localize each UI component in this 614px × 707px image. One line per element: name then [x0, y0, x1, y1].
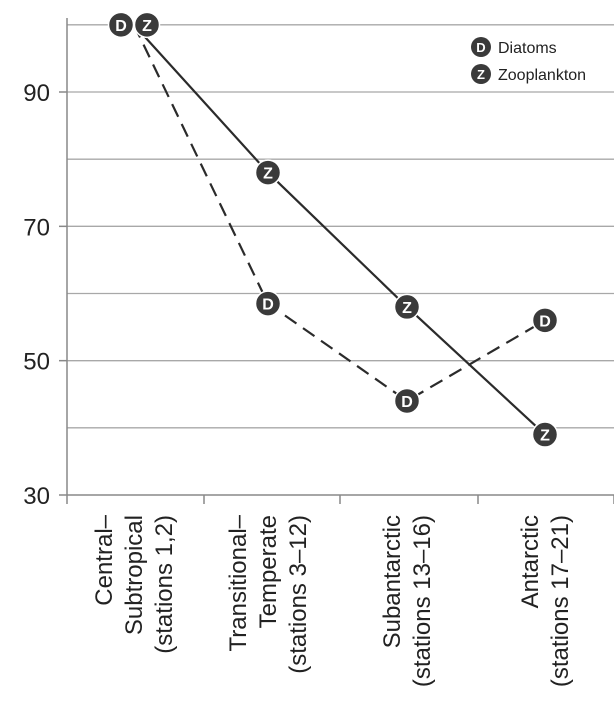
data-point-letter: D: [115, 18, 127, 35]
data-point-letter: D: [401, 394, 413, 411]
data-point-letter: D: [262, 297, 274, 314]
x-tick-label-line: (stations 13–16): [409, 515, 436, 687]
x-tick-label-line: (stations 1,2): [151, 515, 178, 654]
data-point-zooplankton: Z: [531, 421, 559, 448]
legend-item-diatoms: D Diatoms: [471, 37, 557, 57]
data-point-marker: [107, 11, 135, 39]
data-point-diatoms: D: [107, 11, 135, 39]
x-tick-label: Antarctic (stations 17–21): [517, 515, 574, 687]
x-tick-label: Transitional– Temperate (stations 3–12): [225, 514, 312, 673]
x-tick-label-line: Central–: [91, 514, 118, 605]
x-tick-label: Subantarctic (stations 13–16): [379, 515, 436, 687]
data-point-letter: D: [539, 313, 551, 330]
data-point-marker: [531, 421, 559, 448]
x-tick-label-line: Transitional–: [225, 514, 252, 651]
y-tick-label: 90: [23, 80, 50, 107]
data-point-marker: [393, 293, 421, 321]
data-point-marker: [531, 307, 559, 334]
series-line-zooplankton: [133, 24, 546, 436]
legend-label: Diatoms: [498, 40, 557, 57]
legend-marker: [471, 64, 491, 84]
data-point-marker: [393, 387, 421, 415]
data-point-letter: Z: [540, 428, 550, 445]
x-tick-label-line: Antarctic: [517, 515, 544, 608]
x-tick-label-line: Subantarctic: [379, 515, 406, 648]
x-tick-label-line: Temperate: [255, 515, 282, 628]
y-tick-label: 30: [23, 483, 50, 510]
data-point-marker: [254, 159, 282, 186]
axis-layer: 30 50 70 90 Central– Subtropical (stations 1,2…: [23, 18, 614, 687]
data-point-diatoms: D: [393, 387, 421, 415]
data-point-letter: Z: [263, 166, 273, 183]
legend-label: Zooplankton: [498, 67, 586, 84]
data-point-letter: Z: [402, 300, 412, 317]
data-point-marker: [133, 11, 161, 39]
x-tick-label-line: (stations 3–12): [285, 515, 312, 674]
data-point-marker: [254, 290, 282, 317]
data-point-diatoms: D: [531, 307, 559, 334]
data-point-zooplankton: Z: [393, 293, 421, 321]
y-tick-label: 50: [23, 349, 50, 376]
grid-layer: [67, 24, 614, 429]
series-line-diatoms: [133, 24, 546, 403]
x-tick-label: Central– Subtropical (stations 1,2): [91, 514, 178, 653]
data-point-zooplankton: Z: [133, 11, 161, 39]
legend-marker-letter: D: [476, 40, 485, 55]
legend: D Diatoms Z Zooplankton: [471, 37, 586, 84]
data-point-diatoms: D: [254, 290, 282, 317]
legend-marker-letter: Z: [477, 67, 485, 82]
legend-item-zooplankton: Z Zooplankton: [471, 64, 586, 84]
x-tick-label-line: (stations 17–21): [547, 515, 574, 687]
legend-marker: [471, 37, 491, 57]
data-point-letter: Z: [142, 18, 152, 35]
y-tick-label: 70: [23, 214, 50, 241]
data-point-zooplankton: Z: [254, 159, 282, 186]
x-tick-label-line: Subtropical: [121, 515, 148, 635]
